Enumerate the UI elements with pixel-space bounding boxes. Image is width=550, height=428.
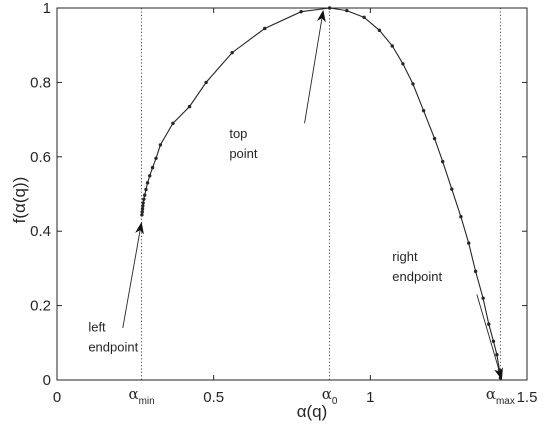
data-point [150, 165, 155, 170]
annotation-text: top [229, 126, 247, 141]
plot-axes [56, 7, 528, 381]
x-tick-label: 1 [366, 389, 374, 406]
y-axis-label: f(α(q)) [10, 177, 29, 224]
y-axis-ticks: 0 0.2 0.4 0.6 0.8 1 [30, 0, 527, 389]
x-axis-ticks: 0 0.5 1 1.5 [53, 8, 538, 406]
data-point [140, 213, 144, 217]
data-point [362, 15, 366, 19]
x-axis-label: α(q) [297, 402, 328, 421]
data-point [142, 197, 146, 201]
data-point [143, 193, 147, 197]
annotation-text: left [88, 320, 106, 335]
data-point [299, 10, 303, 14]
y-tick-label: 0 [43, 372, 51, 389]
y-tick-label: 0.4 [30, 223, 51, 240]
data-point [411, 82, 415, 86]
annotation-text: point [229, 146, 258, 161]
data-point [345, 8, 349, 13]
annotation-arrow-head [316, 9, 326, 23]
data-point [204, 80, 208, 85]
data-point [140, 207, 145, 211]
data-point [158, 143, 163, 147]
data-point [467, 241, 471, 245]
data-point [187, 104, 192, 109]
data-point [421, 108, 426, 113]
alpha-0-label: α0 [322, 385, 338, 407]
spectrum-curve [141, 7, 501, 378]
data-point [144, 187, 148, 192]
alpha-max-label: αmax [486, 385, 515, 407]
annotation-text: endpoint [392, 269, 442, 284]
y-tick-label: 0.6 [30, 149, 51, 166]
data-point [481, 296, 485, 300]
x-tick-label: 0.5 [203, 389, 224, 406]
data-point [171, 121, 175, 126]
data-point [141, 201, 145, 205]
data-point [140, 210, 144, 214]
y-tick-label: 0.2 [30, 298, 51, 315]
annotation-arrow-head [135, 221, 144, 235]
spectrum-curve-group [141, 7, 501, 378]
data-point [145, 181, 150, 185]
data-point [263, 26, 267, 31]
data-point [487, 322, 491, 326]
data-point [401, 62, 405, 66]
annotation-text: right [392, 249, 418, 264]
data-point [141, 204, 145, 208]
alpha-min-label: αmin [128, 385, 154, 407]
data-point [441, 159, 445, 164]
data-markers [140, 6, 503, 380]
annotation-arrow-shaft [304, 18, 323, 124]
annotations: top point left endpoint right endpoint [88, 9, 503, 380]
plot-frame [56, 7, 528, 381]
annotation-text: endpoint [88, 340, 138, 355]
y-tick-label: 0.8 [30, 74, 51, 91]
x-tick-label: 1.5 [517, 389, 538, 406]
y-tick-label: 1 [43, 0, 51, 17]
data-point [459, 214, 463, 219]
data-point [390, 44, 394, 48]
annotation-arrow-head [494, 367, 503, 380]
data-point [473, 269, 478, 274]
data-point [432, 136, 437, 141]
reference-lines [141, 8, 501, 380]
data-point [491, 339, 496, 344]
data-point [450, 187, 454, 191]
annotation-arrow-shaft [122, 230, 141, 328]
data-point [230, 50, 234, 55]
data-point [148, 174, 152, 178]
x-tick-label: 0 [53, 389, 61, 406]
data-point [377, 28, 382, 33]
data-point [495, 353, 499, 357]
data-point [154, 156, 158, 160]
annotation-arrow-shaft [476, 294, 500, 372]
alpha-reference-labels: αmin α0 αmax [128, 385, 514, 407]
